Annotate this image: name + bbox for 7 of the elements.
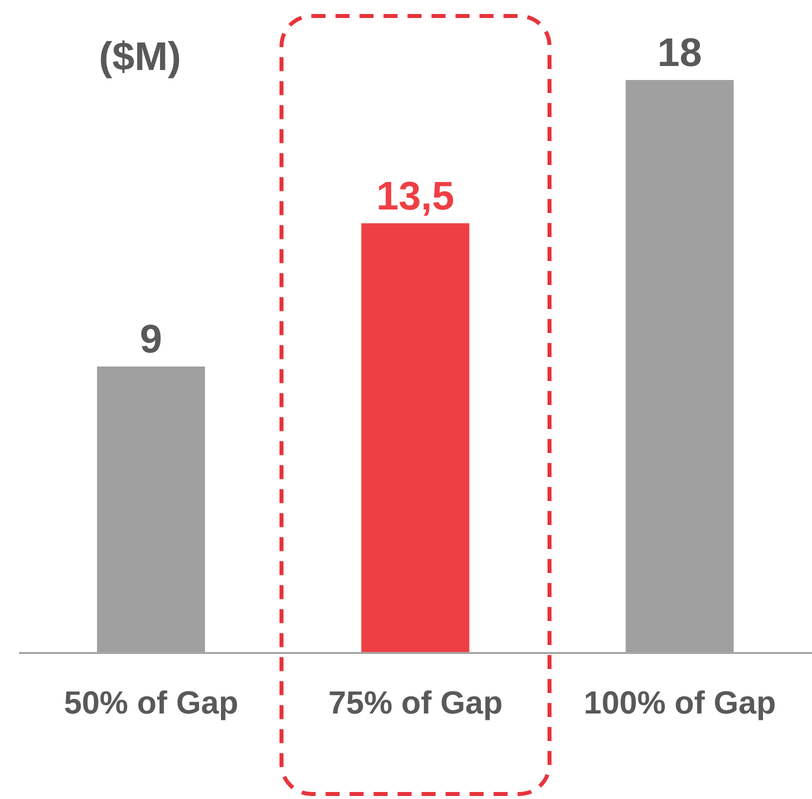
x-tick-label: 100% of Gap <box>584 684 776 721</box>
data-label: 9 <box>140 318 162 362</box>
y-axis-title: ($M) <box>98 35 182 79</box>
x-tick-label: 75% of Gap <box>328 684 503 721</box>
data-label: 13,5 <box>376 174 454 218</box>
data-label: 18 <box>657 31 702 75</box>
x-tick-label: 50% of Gap <box>64 684 238 721</box>
